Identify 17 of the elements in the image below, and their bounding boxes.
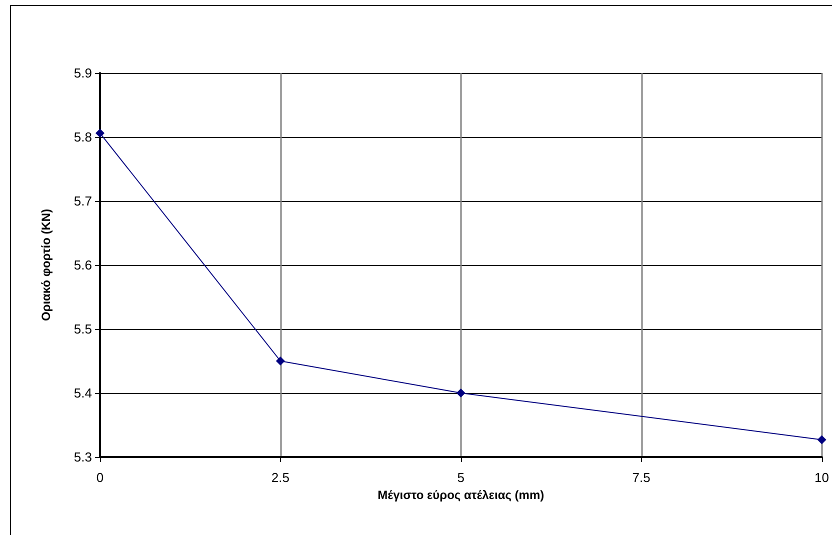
x-tick-label: 0: [96, 470, 104, 485]
x-tick-label: 2.5: [271, 470, 290, 485]
y-tick-label: 5.3: [74, 450, 92, 464]
point: [817, 435, 826, 444]
y-tick-label: 5.4: [74, 386, 92, 400]
y-axis-title: Οριακό φορτίο (KN): [39, 208, 53, 322]
x-tick-label: 7.5: [632, 470, 650, 485]
point: [276, 356, 285, 366]
y-tick-label: 5.8: [74, 130, 92, 144]
y-tick-label: 5.7: [74, 194, 92, 208]
y-tick-label: 5.9: [74, 66, 92, 80]
x-tick-label: 10: [814, 470, 830, 485]
y-tick-label: 5.5: [74, 322, 92, 336]
y-tick-label: 5.6: [74, 258, 92, 272]
point: [456, 388, 466, 398]
x-axis-title: Μέγιστο εύρος ατέλειας (mm): [378, 488, 544, 502]
x-tick-label: 5: [457, 470, 464, 485]
